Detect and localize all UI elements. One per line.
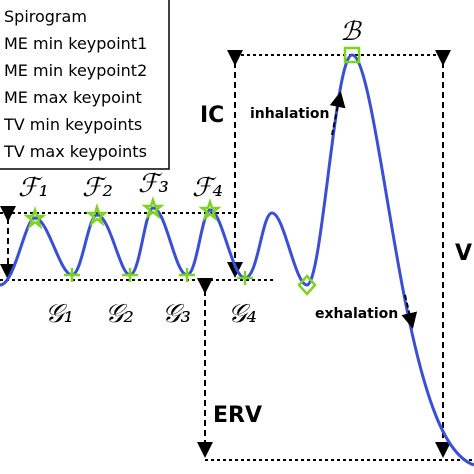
b-label: ℬ	[340, 17, 362, 47]
measure-arrows	[0, 50, 451, 458]
v-label: V	[455, 241, 472, 266]
erv-label: ERV	[213, 403, 262, 428]
inhalation-arrow	[329, 91, 346, 136]
ic-label: IC	[200, 103, 224, 128]
labels: ℱ₁ ℱ₂ ℱ₃ ℱ₄ 𝒢₁ 𝒢₂ 𝒢₃ 𝒢₄ ℬ IC ERV V inhal…	[18, 17, 472, 428]
f-label: ℱ₃	[138, 169, 169, 199]
legend-entry: Spirogram	[4, 7, 87, 26]
legend-box	[0, 0, 170, 170]
g-label: 𝒢₁	[45, 299, 74, 329]
keypoints	[23, 46, 361, 296]
g-label: 𝒢₂	[105, 299, 134, 329]
legend-entry: TV min keypoints	[3, 115, 142, 134]
f-label: ℱ₁	[18, 173, 49, 203]
g-label: 𝒢₄	[228, 299, 257, 329]
g-label: 𝒢₃	[162, 299, 191, 329]
legend-entry: ME min keypoint2	[4, 61, 147, 80]
legend: Spirogram ME min keypoint1 ME min keypoi…	[0, 0, 170, 170]
f-label: ℱ₂	[82, 173, 113, 203]
exhalation-arrow	[401, 294, 418, 329]
spirogram-curve	[0, 53, 474, 467]
reference-lines	[0, 54, 474, 461]
f-label: ℱ₄	[192, 173, 223, 203]
inhalation-label: inhalation	[250, 106, 330, 122]
legend-entry: ME max keypoint	[4, 88, 142, 107]
exhalation-label: exhalation	[315, 306, 398, 322]
legend-entry: ME min keypoint1	[4, 34, 147, 53]
legend-entry: TV max keypoints	[3, 142, 147, 161]
